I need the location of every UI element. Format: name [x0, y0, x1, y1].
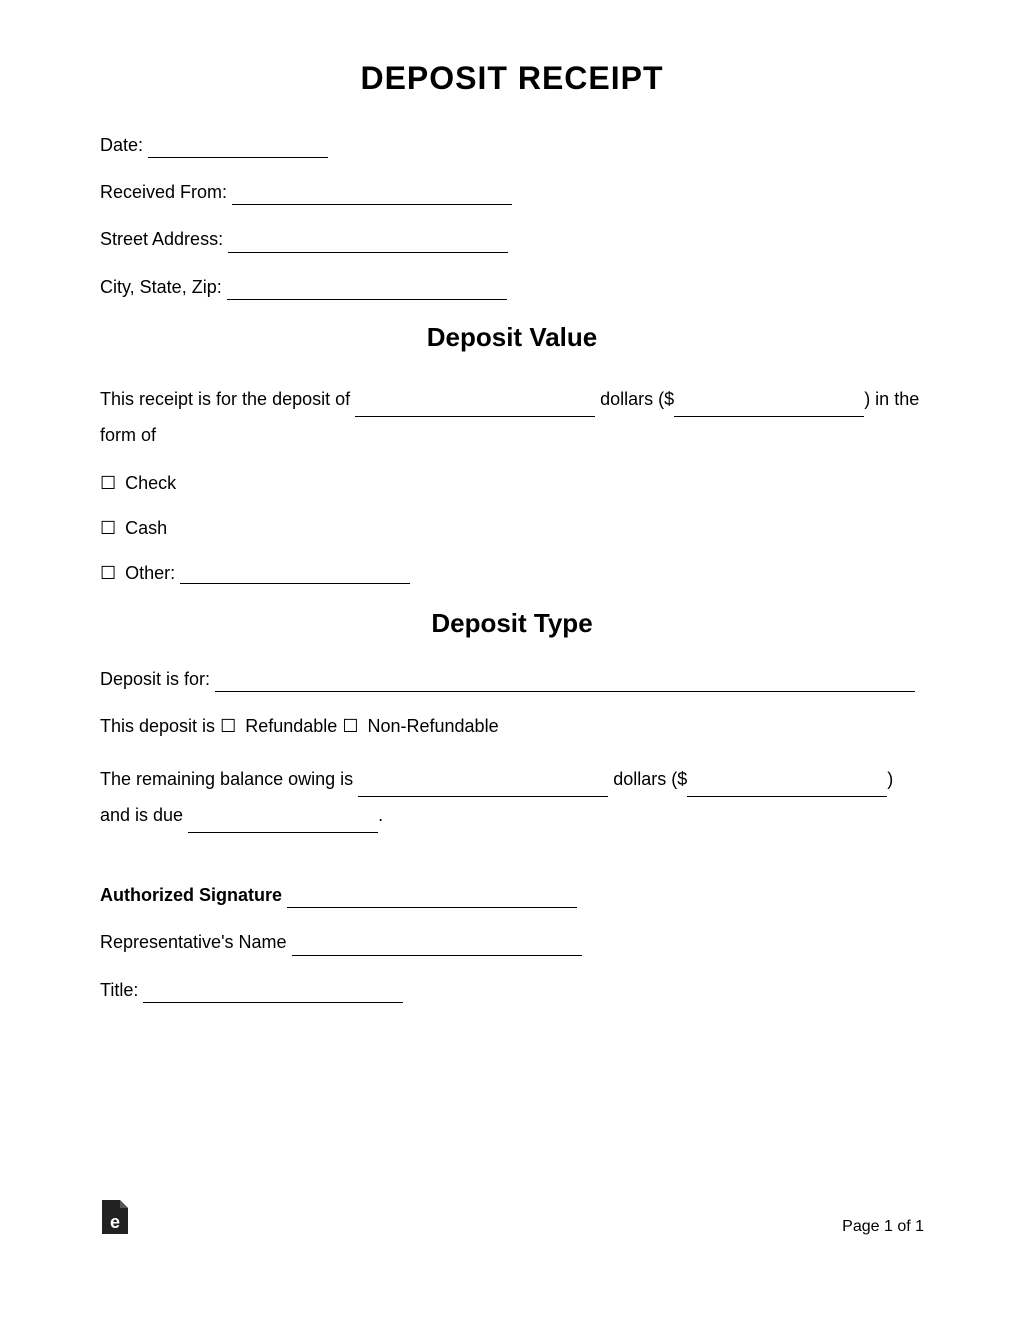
deposit-dollar-blank[interactable]	[674, 399, 864, 417]
title-blank[interactable]	[143, 985, 403, 1003]
deposit-amount-blank[interactable]	[355, 399, 595, 417]
balance-amount-blank[interactable]	[358, 779, 608, 797]
deposit-value-dollars: dollars ($	[600, 389, 674, 409]
rep-name-row: Representative's Name	[100, 930, 924, 955]
balance-paragraph: The remaining balance owing is dollars (…	[100, 761, 924, 833]
received-from-blank[interactable]	[232, 187, 512, 205]
other-option-row: ☐ Other:	[100, 563, 924, 584]
deposit-type-heading: Deposit Type	[100, 608, 924, 639]
eforms-logo-icon: e	[100, 1198, 130, 1236]
signature-block: Authorized Signature Representative's Na…	[100, 883, 924, 1003]
date-field-row: Date:	[100, 133, 924, 158]
page-title: DEPOSIT RECEIPT	[100, 60, 924, 97]
check-option-row: ☐ Check	[100, 473, 924, 494]
authorized-signature-label: Authorized Signature	[100, 885, 282, 905]
svg-text:e: e	[110, 1212, 120, 1232]
balance-close: )	[887, 769, 893, 789]
received-from-label: Received From:	[100, 182, 227, 202]
street-address-blank[interactable]	[228, 235, 508, 253]
city-state-zip-label: City, State, Zip:	[100, 277, 222, 297]
street-address-row: Street Address:	[100, 227, 924, 252]
checkbox-icon[interactable]: ☐	[342, 716, 358, 736]
received-from-row: Received From:	[100, 180, 924, 205]
check-option-label: Check	[125, 473, 176, 493]
due-prefix: and is due	[100, 805, 183, 825]
deposit-for-label: Deposit is for:	[100, 669, 210, 689]
rep-name-label: Representative's Name	[100, 932, 287, 952]
page-footer: e Page 1 of 1	[100, 1198, 924, 1236]
other-option-label: Other:	[125, 563, 175, 583]
due-date-blank[interactable]	[188, 815, 378, 833]
document-page: DEPOSIT RECEIPT Date: Received From: Str…	[0, 0, 1024, 1085]
checkbox-icon[interactable]: ☐	[100, 563, 116, 583]
rep-name-blank[interactable]	[292, 938, 582, 956]
refundable-label: Refundable	[245, 716, 337, 736]
deposit-value-heading: Deposit Value	[100, 322, 924, 353]
cash-option-label: Cash	[125, 518, 167, 538]
checkbox-icon[interactable]: ☐	[220, 716, 236, 736]
city-state-zip-row: City, State, Zip:	[100, 275, 924, 300]
cash-option-row: ☐ Cash	[100, 518, 924, 539]
deposit-for-blank[interactable]	[215, 674, 915, 692]
balance-dollars: dollars ($	[613, 769, 687, 789]
checkbox-icon[interactable]: ☐	[100, 473, 116, 493]
refundable-prefix: This deposit is	[100, 716, 215, 736]
authorized-signature-blank[interactable]	[287, 890, 577, 908]
due-period: .	[378, 805, 383, 825]
balance-prefix: The remaining balance owing is	[100, 769, 353, 789]
page-number: Page 1 of 1	[842, 1218, 924, 1236]
nonrefundable-label: Non-Refundable	[367, 716, 498, 736]
balance-dollar-blank[interactable]	[687, 779, 887, 797]
date-blank[interactable]	[148, 140, 328, 158]
city-state-zip-blank[interactable]	[227, 282, 507, 300]
date-label: Date:	[100, 135, 143, 155]
deposit-for-row: Deposit is for:	[100, 667, 924, 692]
title-label: Title:	[100, 980, 138, 1000]
checkbox-icon[interactable]: ☐	[100, 518, 116, 538]
authorized-signature-row: Authorized Signature	[100, 883, 924, 908]
deposit-value-text1: This receipt is for the deposit of	[100, 389, 350, 409]
title-row: Title:	[100, 978, 924, 1003]
refundable-row: This deposit is ☐ Refundable ☐ Non-Refun…	[100, 714, 924, 739]
street-address-label: Street Address:	[100, 229, 223, 249]
deposit-value-paragraph: This receipt is for the deposit of dolla…	[100, 381, 924, 453]
other-blank[interactable]	[180, 566, 410, 584]
